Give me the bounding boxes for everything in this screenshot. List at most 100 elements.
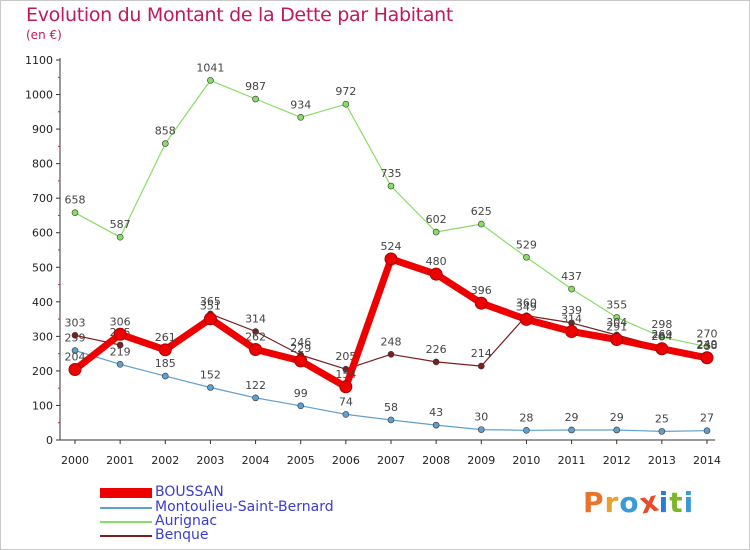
data-point-boussan bbox=[655, 342, 669, 356]
data-point-benque bbox=[477, 362, 485, 370]
data-point-boussan bbox=[429, 267, 443, 281]
x-tick-label: 2001 bbox=[106, 454, 134, 467]
x-tick-label: 2000 bbox=[61, 454, 89, 467]
data-label-boussan: 524 bbox=[381, 240, 402, 253]
data-label-aurignac: 934 bbox=[290, 98, 311, 111]
data-label-montoulieu-saint-bernard: 29 bbox=[610, 411, 624, 424]
data-label-boussan: 396 bbox=[471, 284, 492, 297]
legend-item: Aurignac bbox=[100, 513, 400, 529]
data-label-aurignac: 625 bbox=[471, 205, 492, 218]
data-point-aurignac bbox=[387, 182, 395, 190]
data-label-aurignac: 437 bbox=[561, 270, 582, 283]
data-label-boussan: 261 bbox=[155, 331, 176, 344]
data-label-benque: 205 bbox=[335, 350, 356, 363]
data-point-aurignac bbox=[342, 100, 350, 108]
y-tick-label: 400 bbox=[32, 296, 53, 309]
data-point-aurignac bbox=[703, 343, 711, 351]
data-label-montoulieu-saint-bernard: 74 bbox=[339, 395, 353, 408]
data-label-benque: 303 bbox=[65, 316, 86, 329]
data-label-aurignac: 529 bbox=[516, 238, 537, 251]
data-label-montoulieu-saint-bernard: 185 bbox=[155, 357, 176, 370]
legend-label: Aurignac bbox=[155, 513, 218, 529]
x-tick-label: 2004 bbox=[242, 454, 270, 467]
data-point-boussan bbox=[68, 363, 82, 377]
data-label-boussan: 154 bbox=[335, 368, 356, 381]
data-point-montoulieu-saint-bernard bbox=[432, 421, 440, 429]
data-label-aurignac: 587 bbox=[110, 218, 131, 231]
data-label-montoulieu-saint-bernard: 30 bbox=[474, 411, 488, 424]
data-point-montoulieu-saint-bernard bbox=[613, 426, 621, 434]
data-label-benque: 226 bbox=[426, 343, 447, 356]
data-label-benque: 246 bbox=[290, 336, 311, 349]
data-point-montoulieu-saint-bernard bbox=[71, 347, 79, 354]
y-tick-label: 900 bbox=[32, 123, 53, 136]
data-label-boussan: 349 bbox=[516, 300, 537, 313]
y-tick-label: 600 bbox=[32, 227, 53, 240]
x-tick-label: 2005 bbox=[287, 454, 315, 467]
data-point-montoulieu-saint-bernard bbox=[658, 428, 666, 435]
data-point-montoulieu-saint-bernard bbox=[568, 426, 575, 434]
x-tick-label: 2013 bbox=[648, 454, 676, 467]
data-label-aurignac: 270 bbox=[697, 328, 718, 341]
data-label-benque: 214 bbox=[471, 347, 492, 360]
x-tick-label: 2007 bbox=[377, 454, 405, 467]
x-tick-label: 2006 bbox=[332, 454, 360, 467]
y-tick-label: 300 bbox=[32, 330, 53, 343]
x-tick-label: 2003 bbox=[196, 454, 224, 467]
data-point-aurignac bbox=[568, 285, 575, 293]
x-tick-label: 2010 bbox=[512, 454, 540, 467]
data-label-montoulieu-saint-bernard: 25 bbox=[655, 412, 669, 425]
data-point-aurignac bbox=[297, 114, 305, 121]
data-label-montoulieu-saint-bernard: 27 bbox=[700, 412, 714, 425]
data-point-boussan bbox=[519, 312, 533, 326]
data-point-aurignac bbox=[71, 209, 79, 216]
data-point-aurignac bbox=[116, 233, 124, 241]
legend-item: Montoulieu-Saint-Bernard bbox=[100, 499, 400, 515]
legend-swatch bbox=[100, 521, 152, 523]
data-point-montoulieu-saint-bernard bbox=[703, 427, 711, 434]
data-point-benque bbox=[116, 341, 124, 349]
data-point-montoulieu-saint-bernard bbox=[523, 427, 530, 434]
data-point-aurignac bbox=[658, 333, 666, 341]
data-point-montoulieu-saint-bernard bbox=[252, 394, 259, 402]
data-point-boussan bbox=[384, 252, 398, 266]
data-point-montoulieu-saint-bernard bbox=[342, 411, 350, 418]
data-label-benque: 339 bbox=[561, 304, 582, 317]
data-label-aurignac: 298 bbox=[651, 318, 672, 331]
legend-item: BOUSSAN bbox=[100, 484, 400, 500]
y-tick-label: 1000 bbox=[25, 89, 53, 102]
data-label-boussan: 264 bbox=[651, 330, 672, 343]
data-point-boussan bbox=[339, 380, 353, 394]
data-point-boussan bbox=[113, 327, 127, 341]
data-point-boussan bbox=[249, 342, 263, 356]
data-label-aurignac: 858 bbox=[155, 125, 176, 138]
data-label-aurignac: 355 bbox=[606, 298, 627, 311]
legend-label: Benque bbox=[155, 527, 209, 543]
data-point-aurignac bbox=[523, 253, 530, 261]
data-point-boussan bbox=[294, 354, 308, 368]
data-label-aurignac: 987 bbox=[245, 80, 266, 93]
data-label-boussan: 351 bbox=[200, 300, 221, 313]
y-tick-label: 800 bbox=[32, 158, 53, 171]
x-tick-label: 2011 bbox=[558, 454, 586, 467]
data-label-montoulieu-saint-bernard: 219 bbox=[110, 345, 131, 358]
y-tick-label: 500 bbox=[32, 261, 53, 274]
data-point-montoulieu-saint-bernard bbox=[161, 372, 169, 380]
data-point-boussan bbox=[565, 325, 579, 339]
data-label-aurignac: 1041 bbox=[196, 61, 224, 74]
data-label-boussan: 238 bbox=[697, 339, 718, 352]
data-point-benque bbox=[387, 351, 395, 358]
data-point-aurignac bbox=[613, 314, 621, 321]
legend-item: Benque bbox=[100, 527, 400, 543]
chart-subtitle: (en €) bbox=[26, 28, 62, 42]
y-tick-label: 700 bbox=[32, 192, 53, 205]
data-point-benque bbox=[71, 332, 79, 339]
data-label-benque: 365 bbox=[200, 295, 221, 308]
legend-label: BOUSSAN bbox=[155, 484, 224, 500]
data-label-boussan: 291 bbox=[606, 320, 627, 333]
data-label-montoulieu-saint-bernard: 29 bbox=[565, 411, 579, 424]
x-tick-label: 2012 bbox=[603, 454, 631, 467]
data-point-boussan bbox=[203, 312, 217, 326]
x-tick-label: 2009 bbox=[467, 454, 495, 467]
